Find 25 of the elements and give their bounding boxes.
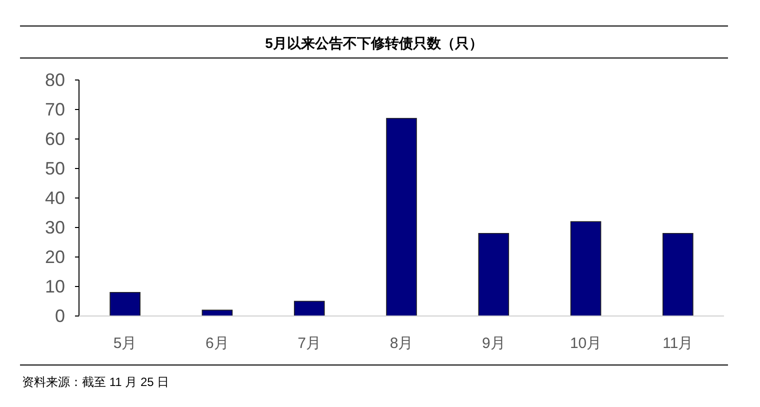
bar — [386, 118, 417, 316]
y-tick-label: 50 — [44, 158, 65, 178]
y-tick-label: 40 — [44, 188, 65, 208]
y-tick-label: 80 — [44, 70, 65, 90]
chart-title: 5月以来公告不下修转债只数（只） — [265, 35, 483, 51]
x-tick-label: 5月 — [113, 335, 137, 352]
y-tick-label: 30 — [44, 218, 65, 238]
x-tick-label: 6月 — [206, 335, 229, 352]
x-tick-label: 7月 — [298, 335, 322, 352]
x-tick-label: 10月 — [570, 335, 602, 352]
bar — [478, 233, 510, 316]
y-tick-label: 20 — [44, 247, 65, 267]
y-tick-label: 0 — [54, 306, 65, 326]
bar — [662, 233, 694, 316]
bar — [570, 221, 602, 316]
y-tick-label: 10 — [44, 276, 65, 296]
plot: 0 10 20 30 40 50 60 70 80 5月 6月 7月 8月 9月 10月 11月 — [44, 70, 724, 352]
x-tick-label: 9月 — [482, 335, 506, 352]
bar — [294, 300, 325, 316]
y-tick-label: 70 — [44, 100, 65, 120]
text: 资料来源：截至 11 月 25 日 — [22, 375, 170, 389]
x-tick-label: 11月 — [662, 335, 694, 352]
x-tick-label: 8月 — [390, 335, 414, 352]
y-tick-label: 60 — [44, 129, 65, 149]
bar — [110, 292, 140, 316]
